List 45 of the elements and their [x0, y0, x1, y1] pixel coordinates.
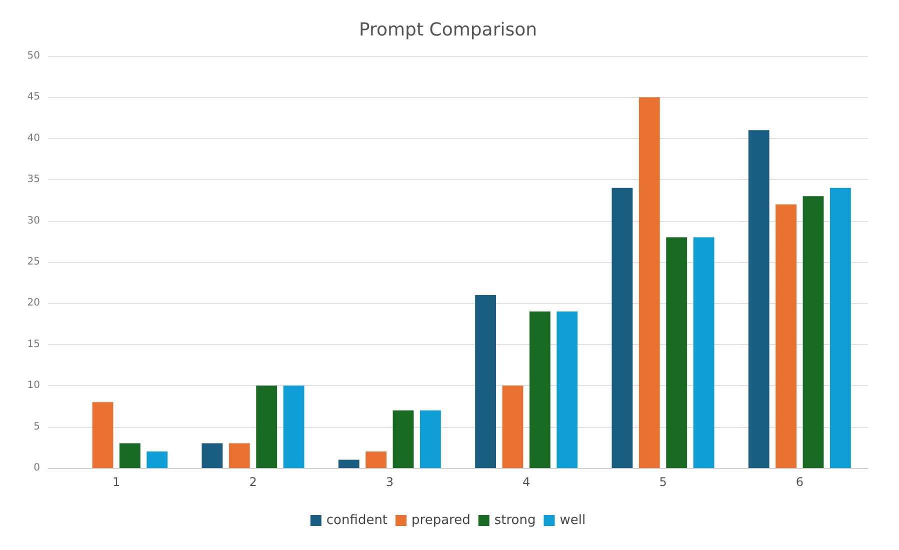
bar — [392, 410, 414, 468]
y-tick-label: 15 — [27, 338, 40, 350]
bar — [475, 294, 496, 468]
bar — [283, 386, 304, 468]
bar — [638, 97, 660, 468]
bar — [556, 311, 578, 468]
bar — [776, 204, 797, 468]
bar — [92, 402, 114, 468]
bar — [529, 311, 550, 468]
chart-title: Prompt Comparison — [358, 20, 538, 40]
bar — [420, 410, 441, 468]
bar — [666, 237, 688, 468]
bar — [202, 443, 223, 468]
bar — [502, 386, 524, 468]
bar — [366, 452, 387, 468]
y-tick-label: 45 — [27, 92, 40, 103]
bar — [802, 196, 824, 468]
legend-label: confident — [326, 513, 388, 528]
bar — [228, 443, 250, 468]
bar — [338, 460, 360, 468]
y-tick-label: 10 — [27, 380, 40, 392]
bar — [119, 443, 140, 468]
x-tick-label: 2 — [249, 475, 257, 489]
bar — [693, 237, 714, 468]
y-tick-label: 5 — [34, 421, 40, 432]
legend-label: well — [560, 513, 586, 528]
y-tick-label: 0 — [34, 462, 40, 474]
y-tick-label: 30 — [27, 215, 40, 226]
bar — [256, 386, 278, 468]
bar — [612, 188, 633, 468]
x-tick-label: 4 — [522, 475, 530, 489]
x-tick-label: 1 — [112, 475, 120, 489]
y-tick-label: 25 — [27, 256, 40, 268]
y-tick-label: 50 — [27, 50, 40, 62]
legend-label: strong — [494, 513, 536, 528]
bar — [748, 130, 770, 468]
y-tick-label: 35 — [27, 174, 40, 186]
x-tick-label: 6 — [796, 475, 804, 489]
y-tick-label: 40 — [27, 132, 40, 144]
y-tick-label: 20 — [27, 298, 40, 309]
bar — [146, 452, 168, 468]
x-tick-label: 5 — [659, 475, 667, 489]
x-tick-label: 3 — [386, 475, 394, 489]
bar — [830, 188, 851, 468]
legend-label: prepared — [412, 513, 470, 528]
